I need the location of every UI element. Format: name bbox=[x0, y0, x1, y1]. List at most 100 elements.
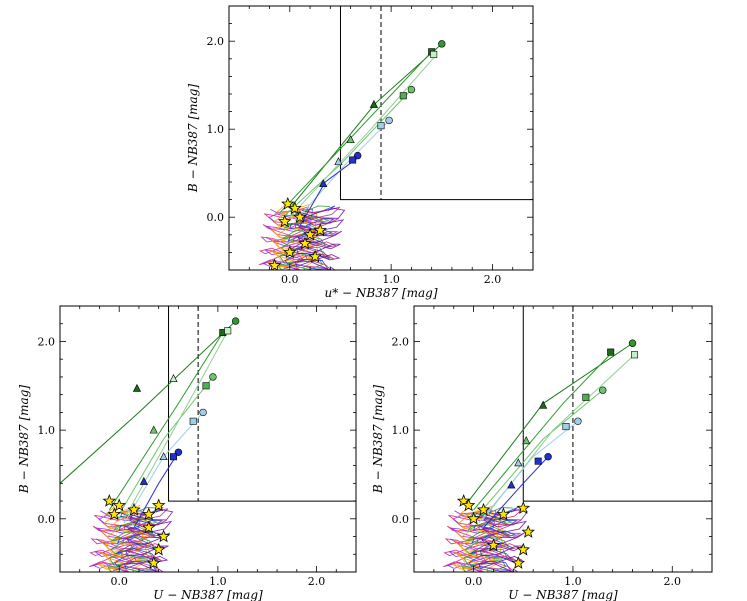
tangle-track bbox=[446, 510, 497, 572]
star-marker bbox=[303, 227, 317, 241]
tangle-track bbox=[124, 509, 174, 572]
data-layer bbox=[443, 306, 712, 572]
star-marker bbox=[151, 542, 166, 556]
star-marker bbox=[127, 502, 141, 516]
star-marker bbox=[298, 236, 312, 250]
model-track bbox=[473, 353, 612, 511]
model-track bbox=[478, 389, 604, 515]
triangle-marker bbox=[169, 374, 178, 383]
x-tick-label: 2.0 bbox=[664, 575, 682, 588]
triangle-marker bbox=[539, 400, 548, 409]
plot-bottom-right: 0.0 1.0 2.0 0.0 1.0 2.0 U − NB387 [mag] B − NB3… bbox=[371, 305, 713, 601]
star-marker bbox=[267, 258, 282, 270]
triangle-marker bbox=[132, 383, 142, 392]
y-tick-label: 2.0 bbox=[207, 35, 225, 48]
selection-boundary bbox=[522, 306, 712, 502]
square-marker bbox=[607, 348, 615, 356]
tangle-track bbox=[283, 205, 336, 270]
star-marker bbox=[107, 507, 122, 521]
y-tick-label: 0.0 bbox=[207, 211, 225, 224]
selection-boundary bbox=[339, 6, 533, 201]
model-track bbox=[108, 332, 224, 511]
plot-frame bbox=[228, 5, 534, 271]
star-marker bbox=[511, 555, 526, 569]
x-tick-label: 1.0 bbox=[209, 575, 227, 588]
x-tick-label: 2.0 bbox=[484, 273, 502, 286]
model-track bbox=[289, 54, 438, 218]
model-track bbox=[289, 43, 443, 209]
circle-marker bbox=[199, 408, 207, 417]
y-tick-label: 1.0 bbox=[392, 424, 410, 437]
x-tick-label: 2.0 bbox=[308, 575, 326, 588]
circle-marker bbox=[599, 386, 607, 394]
star-marker bbox=[486, 538, 501, 552]
y-tick-label: 1.0 bbox=[207, 123, 225, 136]
triangle-marker bbox=[346, 135, 355, 144]
star-marker bbox=[496, 507, 511, 521]
model-track bbox=[133, 452, 179, 528]
star-marker bbox=[112, 498, 126, 512]
tangle-track bbox=[107, 507, 159, 572]
x-tick-label: 0.0 bbox=[465, 575, 483, 588]
y-axis-label: B − NB387 [mag] bbox=[371, 385, 385, 494]
circle-marker bbox=[438, 40, 446, 48]
circle-marker bbox=[231, 317, 240, 325]
tangle-track bbox=[262, 208, 313, 270]
model-track bbox=[279, 51, 433, 214]
data-layer bbox=[60, 306, 356, 572]
star-marker bbox=[516, 542, 531, 556]
y-axis-label: B − NB387 [mag] bbox=[186, 84, 200, 193]
plot-frame bbox=[59, 305, 357, 573]
star-marker bbox=[142, 520, 156, 534]
circle-marker bbox=[407, 85, 416, 94]
triangle-marker bbox=[319, 179, 328, 188]
circle-marker bbox=[574, 417, 582, 425]
y-axis-label: B − NB387 [mag] bbox=[17, 385, 31, 494]
model-track bbox=[478, 420, 579, 524]
model-track bbox=[294, 118, 392, 222]
square-marker bbox=[631, 351, 639, 359]
plot-top: 0.0 1.0 2.0 0.0 1.0 2.0 u* − NB387 [mag] B − NB… bbox=[186, 5, 534, 300]
triangle-marker bbox=[149, 425, 158, 434]
circle-marker bbox=[544, 453, 552, 461]
star-marker bbox=[102, 494, 117, 507]
x-tick-label: 0.0 bbox=[281, 273, 299, 286]
triangle-marker bbox=[334, 157, 343, 166]
triangle-marker bbox=[159, 452, 168, 461]
star-marker bbox=[466, 511, 481, 525]
square-marker bbox=[582, 393, 590, 401]
triangle-marker bbox=[514, 458, 523, 467]
square-marker bbox=[169, 453, 177, 461]
tangle-track bbox=[119, 508, 169, 572]
star-marker bbox=[516, 501, 531, 514]
star-marker bbox=[288, 201, 302, 215]
square-marker bbox=[399, 92, 407, 100]
star-marker bbox=[156, 529, 171, 543]
star-marker bbox=[521, 525, 535, 538]
y-tick-label: 0.0 bbox=[392, 513, 410, 526]
model-track bbox=[123, 330, 229, 520]
selection-boundary bbox=[168, 306, 356, 502]
square-marker bbox=[377, 122, 385, 130]
star-marker bbox=[151, 498, 166, 512]
model-track bbox=[299, 155, 362, 227]
triangle-marker bbox=[522, 436, 531, 445]
square-marker bbox=[534, 457, 542, 465]
square-marker bbox=[430, 50, 438, 58]
star-marker bbox=[293, 210, 307, 224]
x-axis-label: U − NB387 [mag] bbox=[153, 588, 263, 601]
y-tick-label: 2.0 bbox=[38, 335, 56, 348]
tangle-track bbox=[92, 510, 142, 572]
triangle-marker bbox=[139, 476, 148, 485]
square-marker bbox=[224, 327, 232, 335]
star-marker bbox=[281, 196, 295, 210]
star-marker bbox=[461, 498, 476, 512]
square-marker bbox=[189, 417, 197, 425]
square-marker bbox=[349, 156, 357, 164]
tangle-track bbox=[474, 508, 523, 572]
y-tick-label: 0.0 bbox=[38, 513, 56, 526]
plot-bottom-left: 0.0 1.0 2.0 0.0 1.0 2.0 U − NB387 [mag] B − NB3… bbox=[17, 305, 357, 601]
model-track bbox=[468, 342, 633, 502]
model-track bbox=[483, 456, 549, 529]
